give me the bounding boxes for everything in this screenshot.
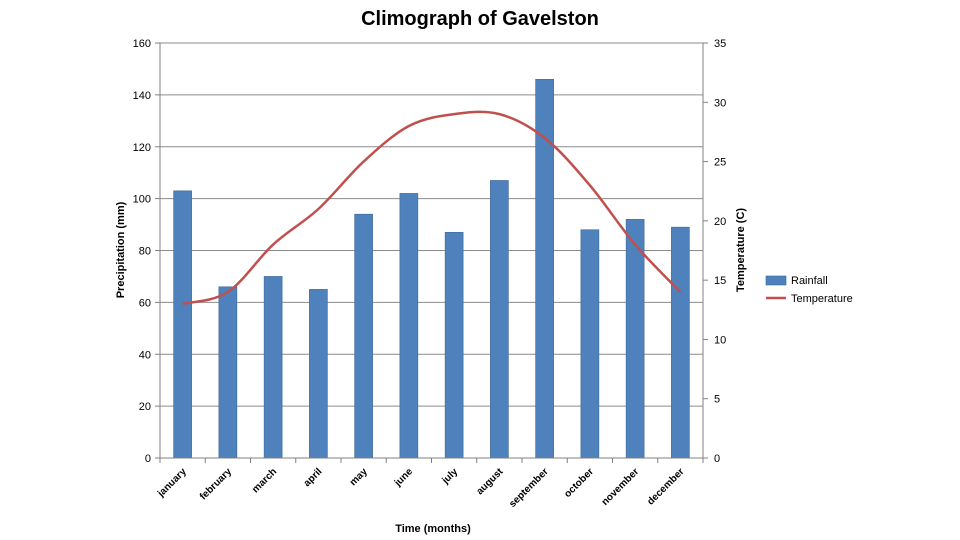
- rainfall-bar-september: [535, 79, 554, 459]
- rainfall-bar-october: [580, 229, 600, 459]
- chart-title: Climograph of Gavelston: [361, 8, 599, 30]
- x-tick-label-september: september: [507, 466, 551, 510]
- y-right-tick-label: 10: [714, 334, 726, 346]
- y-left-tick-label: 140: [133, 90, 151, 102]
- y-axis-left-label: Precipitation (mm): [115, 201, 127, 298]
- y-right-tick-label: 20: [714, 216, 726, 228]
- category-labels: january february march april may june july augu…: [155, 466, 686, 510]
- x-tick-label-april: april: [302, 466, 325, 489]
- x-axis-label: Time (months): [395, 523, 471, 535]
- rainfall-bar-january: [173, 190, 192, 459]
- y-right-tick-label: 5: [714, 394, 720, 406]
- x-tick-label-march: march: [250, 466, 279, 495]
- y-left-tick-label: 120: [133, 142, 151, 154]
- x-tick-label-august: august: [475, 466, 506, 497]
- left-tick-labels: 0 20 40 60 80 100 120 140 160: [133, 38, 151, 465]
- temperature-line-group: [182, 110, 682, 306]
- rainfall-bar-february: [218, 286, 238, 459]
- y-right-tick-label: 35: [714, 38, 726, 50]
- y-left-tick-label: 20: [139, 401, 151, 413]
- y-left-tick-label: 100: [133, 194, 151, 206]
- y-right-tick-label: 15: [714, 275, 726, 287]
- x-tick-label-february: february: [198, 466, 234, 502]
- y-left-tick-label: 40: [139, 349, 151, 361]
- y-left-tick-label: 60: [139, 297, 151, 309]
- x-tick-label-december: december: [645, 466, 686, 507]
- y-right-tick-label: 25: [714, 157, 726, 169]
- rainfall-bar-may: [354, 213, 373, 459]
- right-tick-labels: 0 5 10 15 20 25 30 35: [714, 38, 726, 465]
- y-axis-right-label: Temperature (C): [735, 208, 747, 292]
- y-right-tick-label: 30: [714, 97, 726, 109]
- rainfall-bar-july: [444, 232, 464, 459]
- axes: [155, 42, 708, 463]
- temperature-line: [182, 110, 682, 306]
- legend-rainfall-label: Rainfall: [791, 275, 828, 287]
- y-left-tick-label: 0: [145, 453, 151, 465]
- x-tick-label-november: november: [600, 466, 642, 508]
- legend-rainfall-swatch: [765, 275, 787, 286]
- y-left-tick-label: 160: [133, 38, 151, 50]
- x-tick-label-july: july: [440, 466, 461, 487]
- rainfall-bar-november: [625, 219, 645, 459]
- gridlines: [160, 42, 703, 407]
- rainfall-bar-march: [263, 276, 283, 459]
- rainfall-bar-december: [671, 226, 690, 459]
- rainfall-bar-april: [309, 289, 328, 459]
- x-tick-label-october: october: [562, 466, 596, 500]
- x-tick-label-january: january: [155, 466, 189, 500]
- y-left-tick-label: 80: [139, 246, 151, 258]
- rainfall-bar-june: [399, 193, 419, 459]
- x-tick-label-june: june: [392, 466, 415, 489]
- rainfall-bar-august: [490, 180, 509, 459]
- legend-temperature-label: Temperature: [791, 293, 853, 305]
- x-tick-label-may: may: [348, 466, 370, 488]
- y-right-tick-label: 0: [714, 453, 720, 465]
- legend: Rainfall Temperature: [765, 275, 853, 305]
